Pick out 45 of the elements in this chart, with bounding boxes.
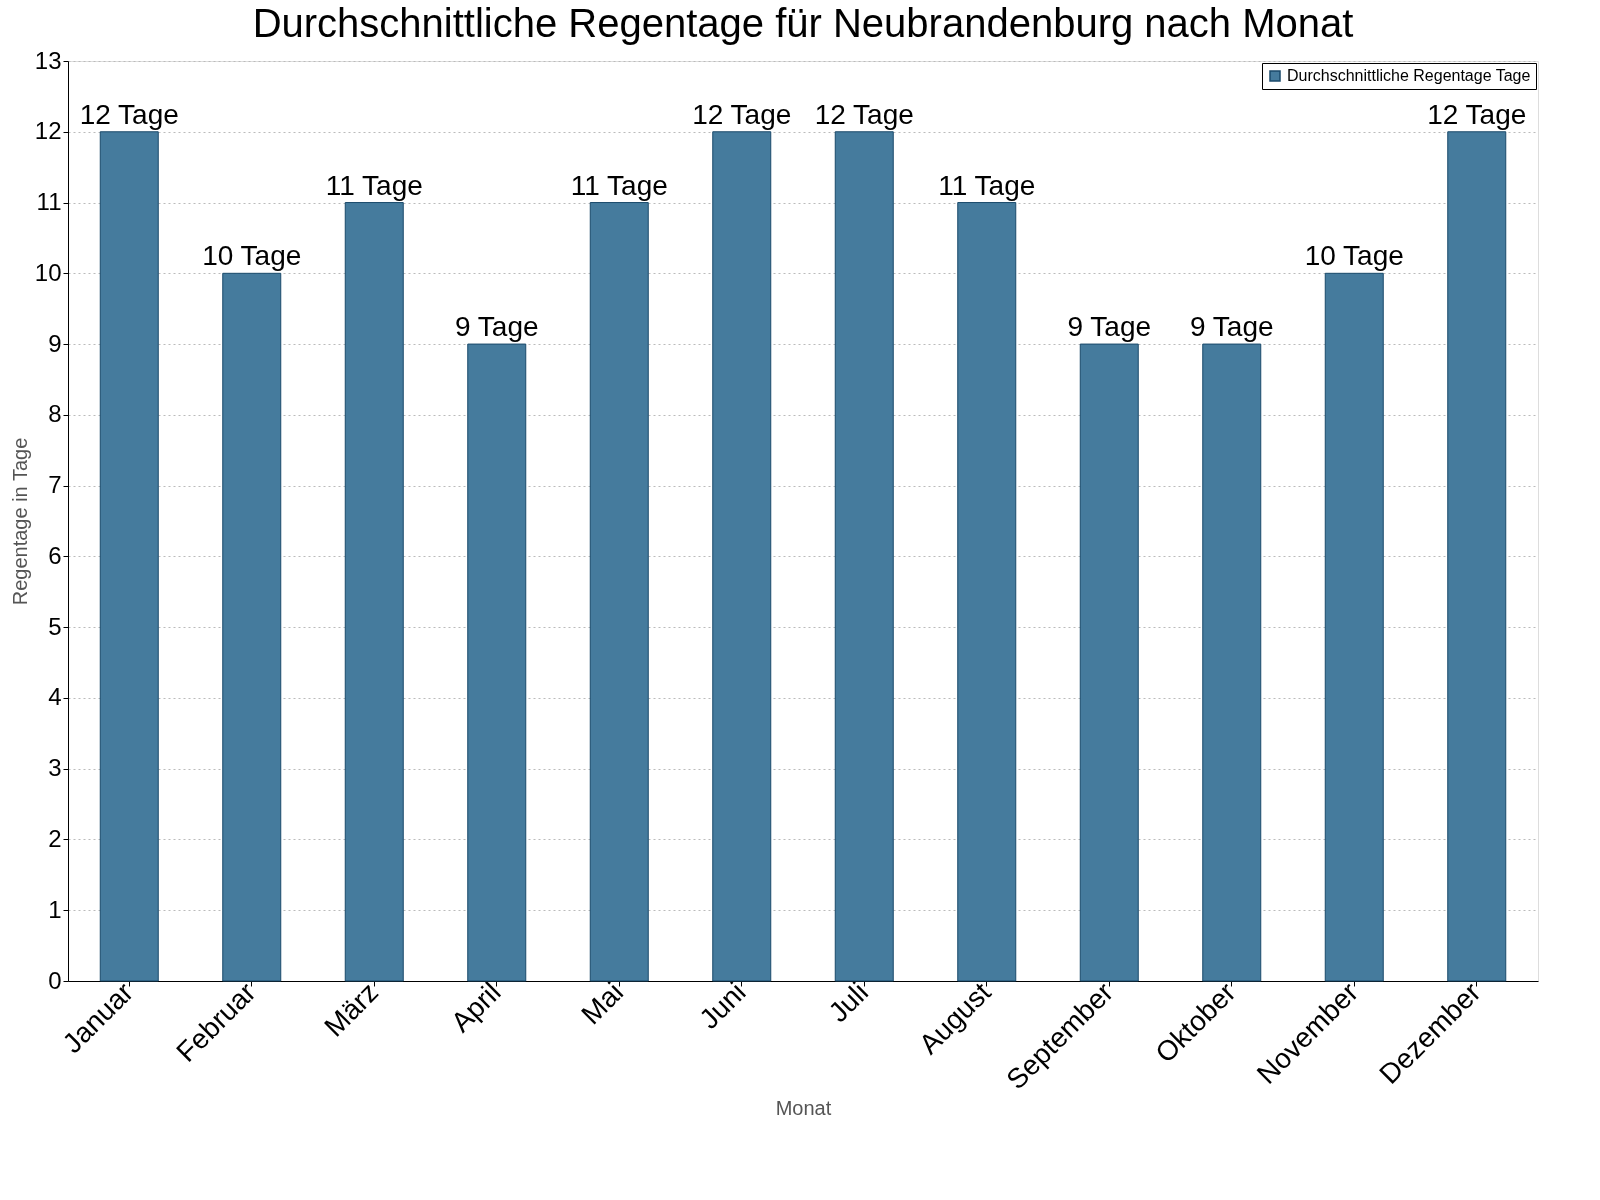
y-tick-label: 4 (48, 683, 62, 711)
x-tick-label: Mai (575, 976, 630, 1031)
data-label: 9 Tage (1189, 311, 1274, 343)
data-label: 12 Tage (1427, 98, 1527, 130)
bar (712, 131, 772, 982)
x-tick-label: Juni (693, 976, 752, 1035)
bar (1079, 343, 1139, 982)
y-tick-label: 0 (48, 966, 62, 994)
data-label: 10 Tage (1304, 240, 1404, 272)
x-axis-title: Monat (775, 1097, 832, 1120)
bar (1202, 343, 1262, 982)
data-label: 11 Tage (570, 169, 668, 201)
data-label: 12 Tage (692, 98, 792, 130)
bar (467, 343, 527, 982)
data-label: 9 Tage (1067, 311, 1152, 343)
data-label: 11 Tage (938, 169, 1036, 201)
bar (99, 131, 159, 982)
data-label: 10 Tage (202, 240, 302, 272)
y-tick-label: 11 (36, 188, 62, 216)
bar (834, 131, 894, 982)
chart-title: Durchschnittliche Regentage für Neubrandenburg nach Monat (252, 1, 1354, 45)
y-tick-label: 6 (48, 541, 62, 569)
data-label: 11 Tage (325, 169, 423, 201)
legend-label: Durchschnittliche Regentage Tage (1287, 67, 1531, 84)
bar (222, 272, 282, 982)
bar (957, 202, 1017, 982)
y-tick-label: 5 (48, 612, 62, 640)
data-label: 12 Tage (814, 98, 914, 130)
y-tick-label: 7 (48, 471, 62, 499)
y-tick-label: 3 (48, 754, 62, 782)
data-label: 9 Tage (454, 311, 539, 343)
y-axis-title: Regentage in Tage (8, 437, 31, 606)
bar (1447, 131, 1507, 982)
bar (1324, 272, 1384, 982)
y-tick-label: 12 (34, 117, 62, 145)
y-tick-label: 13 (34, 46, 62, 74)
y-tick-label: 1 (48, 895, 62, 923)
y-tick-label: 10 (34, 258, 62, 286)
y-tick-label: 2 (48, 824, 62, 852)
y-tick-label: 9 (48, 329, 62, 357)
x-tick-label: Juli (822, 976, 875, 1029)
bar (589, 202, 649, 982)
y-tick-label: 8 (48, 400, 62, 428)
bar (344, 202, 404, 982)
data-label: 12 Tage (79, 98, 179, 130)
